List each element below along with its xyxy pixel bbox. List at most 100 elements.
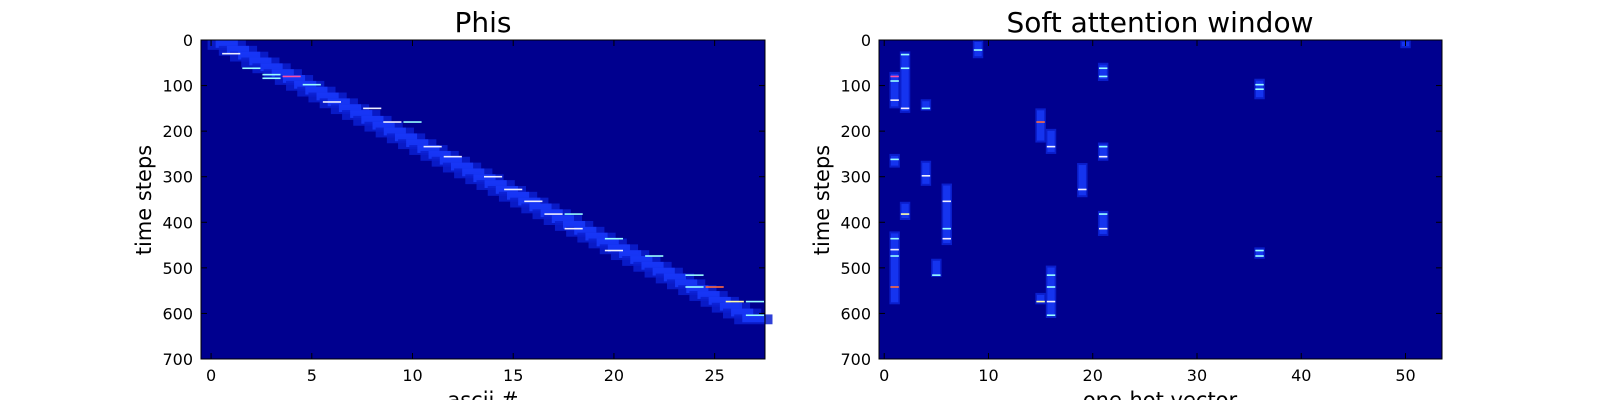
phis-highlight-mark <box>725 300 744 303</box>
attention-highlight-mark <box>1046 314 1056 317</box>
attention-y-tick-label: 200 <box>840 122 871 141</box>
attention-y-tick-label: 0 <box>861 31 871 50</box>
phis-band-core <box>473 174 496 183</box>
attention-highlight-mark <box>890 99 899 101</box>
attention-highlight-mark <box>1036 121 1045 123</box>
attention-activation-core <box>1036 294 1045 303</box>
attention-highlight-mark <box>890 286 899 288</box>
attention-highlight-mark <box>1046 274 1056 276</box>
phis-band-core <box>249 57 272 66</box>
phis-highlight-mark <box>383 121 402 123</box>
attention-y-tick-label: 600 <box>840 304 871 323</box>
phis-highlight-mark <box>685 274 704 276</box>
phis-highlight-mark <box>242 67 261 70</box>
phis-band-core <box>238 51 261 60</box>
phis-band-core <box>607 244 630 253</box>
phis-y-tick-label: 400 <box>162 213 193 232</box>
phis-band-core <box>271 69 294 78</box>
attention-highlight-mark <box>1255 88 1264 91</box>
attention-y-tick-label: 300 <box>840 168 871 187</box>
phis-highlight-mark <box>564 213 583 215</box>
phis-heatmap <box>201 40 773 359</box>
attention-highlight-mark <box>1046 286 1056 288</box>
phis-band-core <box>506 191 530 200</box>
phis-y-tick-label: 600 <box>162 304 193 323</box>
phis-x-tick-label: 10 <box>402 366 422 385</box>
phis-y-tick-label: 0 <box>183 31 193 50</box>
attention-activation-core <box>1078 165 1086 196</box>
phis-band-core <box>529 203 552 212</box>
phis-band-core <box>652 267 675 276</box>
attention-highlight-mark <box>942 237 951 240</box>
phis-axes-frame <box>200 39 766 360</box>
attention-highlight-mark <box>900 67 910 70</box>
attention-highlight-mark <box>1255 255 1264 257</box>
attention-highlight-mark <box>900 213 910 215</box>
attention-activation-core <box>1036 110 1045 141</box>
attention-activation-core <box>1047 130 1055 152</box>
attention-activation-core <box>890 233 899 303</box>
phis-band-core <box>260 63 283 72</box>
attention-highlight-mark <box>1255 83 1264 86</box>
attention-highlight-mark <box>900 53 910 56</box>
phis-band-core <box>282 75 306 83</box>
phis-band-core <box>462 168 485 177</box>
attention-highlight-mark <box>1098 145 1108 148</box>
phis-x-tick-label: 0 <box>206 366 216 385</box>
phis-band-core <box>484 180 507 188</box>
attention-highlight-mark <box>1078 188 1087 191</box>
phis-title: Phis <box>455 6 512 39</box>
phis-y-tick-label: 100 <box>162 77 193 96</box>
phis-band-core <box>350 110 373 118</box>
phis-highlight-mark <box>282 75 301 78</box>
attention-y-tick-label: 100 <box>840 77 871 96</box>
phis-band-core <box>719 302 743 311</box>
phis-highlight-mark <box>363 107 382 110</box>
attention-activation-core <box>943 185 951 244</box>
phis-band-core <box>686 285 709 294</box>
attention-title: Soft attention window <box>1006 6 1313 39</box>
attention-y-tick-label: 500 <box>840 259 871 278</box>
phis-highlight-mark <box>322 101 341 103</box>
phis-band-core <box>428 150 451 159</box>
phis-band-core <box>417 145 440 153</box>
phis-band-core <box>563 221 586 229</box>
attention-highlight-mark <box>921 175 931 177</box>
phis-highlight-mark <box>222 52 241 55</box>
attention-highlight-mark <box>1255 249 1264 252</box>
phis-band-core <box>361 115 384 124</box>
phis-highlight-mark <box>484 175 503 178</box>
attention-x-tick-label: 10 <box>978 366 998 385</box>
phis-background <box>201 40 765 359</box>
attention-highlight-mark <box>1046 300 1056 303</box>
phis-band-core <box>697 291 720 299</box>
attention-x-tick-label: 20 <box>1083 366 1103 385</box>
attention-activation-core <box>901 203 909 219</box>
attention-highlight-mark <box>932 274 941 276</box>
phis-band-core <box>596 238 619 247</box>
attention-highlight-mark <box>890 80 899 82</box>
attention-highlight-mark <box>1098 67 1108 70</box>
attention-highlight-mark <box>1098 155 1108 158</box>
phis-highlight-mark <box>403 121 422 123</box>
phis-y-tick-label: 700 <box>162 350 193 369</box>
attention-highlight-mark <box>1098 75 1108 78</box>
phis-band-core <box>742 314 765 323</box>
phis-highlight-mark <box>544 213 563 215</box>
attention-activation-core <box>1099 64 1107 80</box>
attention-x-tick-label: 40 <box>1291 366 1311 385</box>
phis-band-core <box>372 121 395 130</box>
phis-band-core <box>708 296 731 305</box>
phis-y-axis-label: time steps <box>132 145 156 256</box>
attention-y-tick-label: 700 <box>840 350 871 369</box>
attention-x-tick-label: 0 <box>879 366 889 385</box>
attention-highlight-mark <box>973 49 983 51</box>
attention-highlight-mark <box>1046 145 1056 148</box>
phis-band-core <box>619 250 642 259</box>
phis-x-tick-label: 20 <box>604 366 624 385</box>
phis-highlight-mark <box>443 155 462 158</box>
attention-activation-core <box>932 260 940 275</box>
attention-activation-core <box>974 42 982 57</box>
